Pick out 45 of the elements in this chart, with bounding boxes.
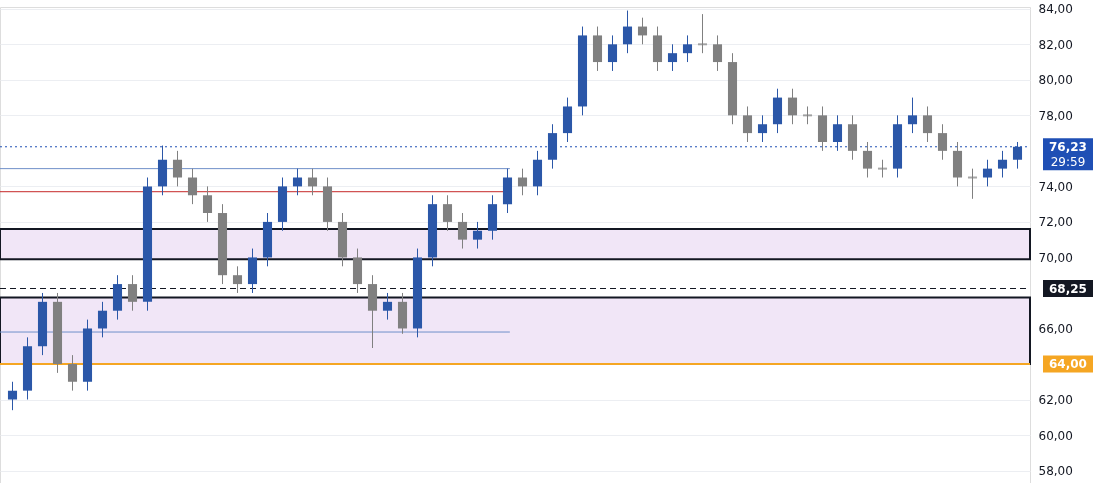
candlestick bbox=[127, 274, 138, 312]
candlestick bbox=[7, 381, 18, 411]
candlestick bbox=[607, 34, 618, 72]
y-tick-label: 84,00 bbox=[1038, 2, 1073, 17]
candlestick bbox=[982, 159, 993, 187]
y-tick-label: 80,00 bbox=[1038, 73, 1073, 88]
candlestick bbox=[472, 221, 483, 250]
candlestick bbox=[862, 141, 873, 179]
ref-line-label: 76,23 bbox=[1049, 139, 1087, 154]
y-tick-label: 60,00 bbox=[1038, 428, 1073, 443]
y-tick-label: 82,00 bbox=[1038, 37, 1073, 52]
candlestick bbox=[232, 265, 243, 294]
candlestick bbox=[997, 150, 1008, 179]
candlestick bbox=[757, 114, 768, 143]
ref-line-label: 64,00 bbox=[1049, 357, 1087, 371]
y-tick-label: 66,00 bbox=[1038, 321, 1073, 336]
candlestick bbox=[907, 97, 918, 134]
candlestick bbox=[172, 150, 183, 187]
candlestick bbox=[787, 88, 798, 125]
candlestick bbox=[457, 212, 468, 250]
y-tick-label: 62,00 bbox=[1038, 393, 1073, 408]
y-tick-label: 70,00 bbox=[1038, 250, 1073, 265]
candlestick bbox=[202, 185, 213, 223]
candlestick bbox=[712, 34, 723, 72]
y-tick-label: 78,00 bbox=[1038, 108, 1073, 123]
candlestick bbox=[667, 43, 678, 72]
candlestick bbox=[937, 123, 948, 161]
candlestick bbox=[97, 301, 108, 338]
candlestick bbox=[922, 105, 933, 143]
candlestick bbox=[622, 10, 633, 54]
candlestick bbox=[697, 13, 708, 54]
y-tick-label: 72,00 bbox=[1038, 215, 1073, 230]
candlestick bbox=[682, 34, 693, 63]
candlestick bbox=[187, 168, 198, 205]
y-tick-label: 74,00 bbox=[1038, 179, 1073, 194]
candlestick bbox=[382, 292, 393, 321]
candlestick bbox=[67, 354, 78, 392]
y-tick-label: 58,00 bbox=[1038, 464, 1073, 479]
candlestick bbox=[967, 168, 978, 200]
candlestick bbox=[442, 194, 453, 232]
candlestick bbox=[832, 114, 843, 152]
ref-line-label: 68,25 bbox=[1049, 281, 1087, 296]
candlestick bbox=[1012, 141, 1023, 170]
text: 29:59 bbox=[1050, 154, 1086, 169]
candlestick bbox=[742, 105, 753, 143]
